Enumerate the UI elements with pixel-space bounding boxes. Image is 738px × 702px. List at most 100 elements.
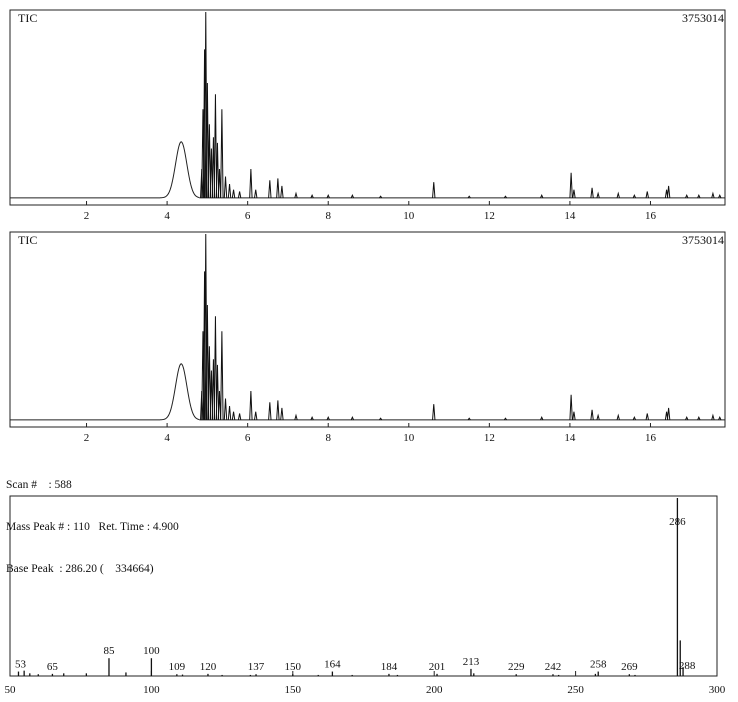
tic-top-peak bbox=[666, 185, 671, 198]
tic-top-peak bbox=[237, 191, 242, 198]
tic-bottom-peak bbox=[249, 391, 253, 420]
tic-bottom-peak bbox=[231, 411, 236, 420]
tic-bottom-peak bbox=[227, 405, 232, 420]
tic-bottom-frame bbox=[9, 231, 726, 428]
tic-bottom-peak bbox=[569, 394, 573, 420]
mass-peak-label: Mass Peak # bbox=[6, 521, 65, 533]
tic-bottom-peak bbox=[276, 400, 280, 420]
mass-spectrum-x-tick-label: 50 bbox=[5, 684, 17, 696]
tic-top-peak bbox=[645, 191, 649, 198]
mass-spectrum-x-ticks: 50 100 150 200 250 300 bbox=[5, 671, 726, 696]
mass-spectrum-peak-label: 258 bbox=[590, 659, 607, 671]
tic-top-peak bbox=[467, 195, 471, 199]
tic-bottom-peak bbox=[350, 416, 355, 421]
tic-top-peak bbox=[215, 142, 220, 198]
tic-bottom-peak bbox=[632, 416, 637, 421]
tic-top-x-tick-label: 6 bbox=[245, 210, 251, 222]
tic-bottom-broad-peak bbox=[10, 363, 200, 421]
mass-spectrum: 50 100 150 200 250 300 53 65 85 100 109 120 137 150 1… bbox=[5, 495, 726, 696]
tic-top-peak bbox=[711, 191, 715, 199]
tic-top-x-tick-label: 12 bbox=[484, 210, 495, 222]
tic-top-peak bbox=[503, 195, 508, 199]
mass-spectrum-peak-label: 85 bbox=[103, 645, 115, 657]
mass-spectrum-peak-label: 184 bbox=[381, 661, 398, 673]
tic-top-peak bbox=[220, 109, 224, 198]
mass-spectrum-peak-label: 229 bbox=[508, 661, 525, 673]
tic-bottom-peak bbox=[572, 411, 576, 420]
tic-top-x-tick-label: 2 bbox=[84, 210, 90, 222]
mass-spectrum-peak-label: 164 bbox=[324, 659, 341, 671]
tic-top-peak bbox=[326, 194, 330, 199]
tic-top-peak bbox=[276, 178, 280, 198]
tic-top-x-tick-label: 4 bbox=[164, 210, 170, 222]
tic-top-peak bbox=[227, 183, 232, 198]
tic-chromatogram-top: TIC 3753014 2 4 6 8 10 12 14 16 bbox=[9, 9, 726, 222]
tic-bottom-peak bbox=[294, 413, 298, 421]
mass-peak-value: : 110 bbox=[67, 521, 90, 533]
mass-spectrum-x-tick-label: 150 bbox=[285, 684, 302, 696]
tic-bottom-peak bbox=[220, 331, 224, 420]
tic-top-peak bbox=[254, 189, 258, 198]
tic-top-peak bbox=[213, 94, 218, 198]
tic-top-peak bbox=[249, 169, 253, 198]
mass-spectrum-peak-label: 213 bbox=[463, 656, 480, 668]
tic-bottom-peak bbox=[503, 417, 508, 421]
tic-bottom-peak bbox=[237, 413, 242, 420]
tic-bottom-peak bbox=[215, 364, 220, 420]
tic-bottom-peak bbox=[223, 398, 228, 420]
tic-top-x-tick-label: 8 bbox=[325, 210, 331, 222]
mass-spectrum-peak-label: 201 bbox=[429, 661, 446, 673]
mass-spectrum-peak-label: 269 bbox=[621, 661, 638, 673]
tic-bottom-peak bbox=[268, 402, 272, 420]
tic-top-peak bbox=[572, 189, 576, 198]
tic-bottom-x-tick-label: 8 bbox=[325, 432, 331, 444]
tic-top-frame bbox=[9, 9, 726, 206]
tic-bottom-peak bbox=[645, 413, 649, 420]
tic-bottom-trace bbox=[10, 233, 725, 421]
tic-bottom-peak bbox=[432, 404, 436, 420]
mass-spectrum-bars: 53 65 85 100 109 120 137 150 164 184 201 213 229 242 2… bbox=[15, 498, 696, 676]
tic-top-max-label: 3753014 bbox=[682, 11, 724, 25]
tic-top-peak bbox=[590, 187, 594, 198]
tic-top-peak bbox=[294, 191, 298, 199]
tic-top-peak bbox=[378, 195, 383, 199]
mass-spectrum-x-tick-label: 300 bbox=[709, 684, 726, 696]
tic-top-peak bbox=[569, 172, 573, 198]
tic-top-x-tick-label: 16 bbox=[645, 210, 657, 222]
ret-time-value: : 4.900 bbox=[146, 521, 179, 533]
tic-top-title: TIC bbox=[18, 11, 37, 25]
mass-spectrum-peak-label: 137 bbox=[248, 661, 265, 673]
base-peak-row: Base Peak : 286.20 ( 334664) bbox=[6, 562, 179, 576]
mass-spectrum-frame bbox=[9, 495, 718, 677]
tic-top-peak bbox=[231, 189, 236, 198]
tic-top-x-ticks: 2 4 6 8 10 12 14 16 bbox=[84, 201, 657, 222]
tic-bottom-peak bbox=[207, 346, 212, 420]
mass-spectrum-peak-label: 286 bbox=[669, 516, 686, 528]
mass-spectrum-x-tick-label: 100 bbox=[143, 684, 160, 696]
scan-info: Scan # : 588 Mass Peak # : 110 Ret. Time… bbox=[6, 450, 179, 590]
tic-bottom-peak bbox=[378, 417, 383, 421]
tic-top-peak bbox=[685, 194, 689, 199]
tic-bottom-max-label: 3753014 bbox=[682, 233, 724, 247]
tic-bottom-peak bbox=[666, 407, 671, 420]
tic-bottom-peak bbox=[205, 305, 210, 420]
tic-bottom-peak bbox=[310, 416, 314, 421]
mass-spectrum-peak-label: 120 bbox=[200, 661, 217, 673]
tic-bottom-peak bbox=[540, 416, 544, 421]
tic-top-peak bbox=[632, 194, 637, 199]
mass-spectrum-peak-label: 288 bbox=[679, 660, 696, 672]
tic-top-peak bbox=[697, 194, 701, 199]
mass-spectrum-peak-label: 65 bbox=[47, 661, 59, 673]
mass-spectrum-x-tick-label: 250 bbox=[567, 684, 584, 696]
tic-bottom-peak bbox=[467, 417, 471, 421]
tic-top-peak bbox=[217, 169, 222, 198]
tic-bottom-peak bbox=[596, 413, 600, 421]
scan-number-label: Scan # bbox=[6, 479, 37, 491]
ret-time-label: Ret. Time bbox=[98, 521, 144, 533]
tic-top-trace bbox=[10, 11, 725, 199]
tic-chromatogram-bottom: TIC 3753014 2 4 6 8 10 12 14 16 bbox=[9, 231, 726, 444]
tic-bottom-x-tick-label: 4 bbox=[164, 432, 170, 444]
tic-top-peak bbox=[310, 194, 314, 199]
mass-spectrum-x-tick-label: 200 bbox=[426, 684, 443, 696]
tic-top-peak bbox=[268, 180, 272, 198]
